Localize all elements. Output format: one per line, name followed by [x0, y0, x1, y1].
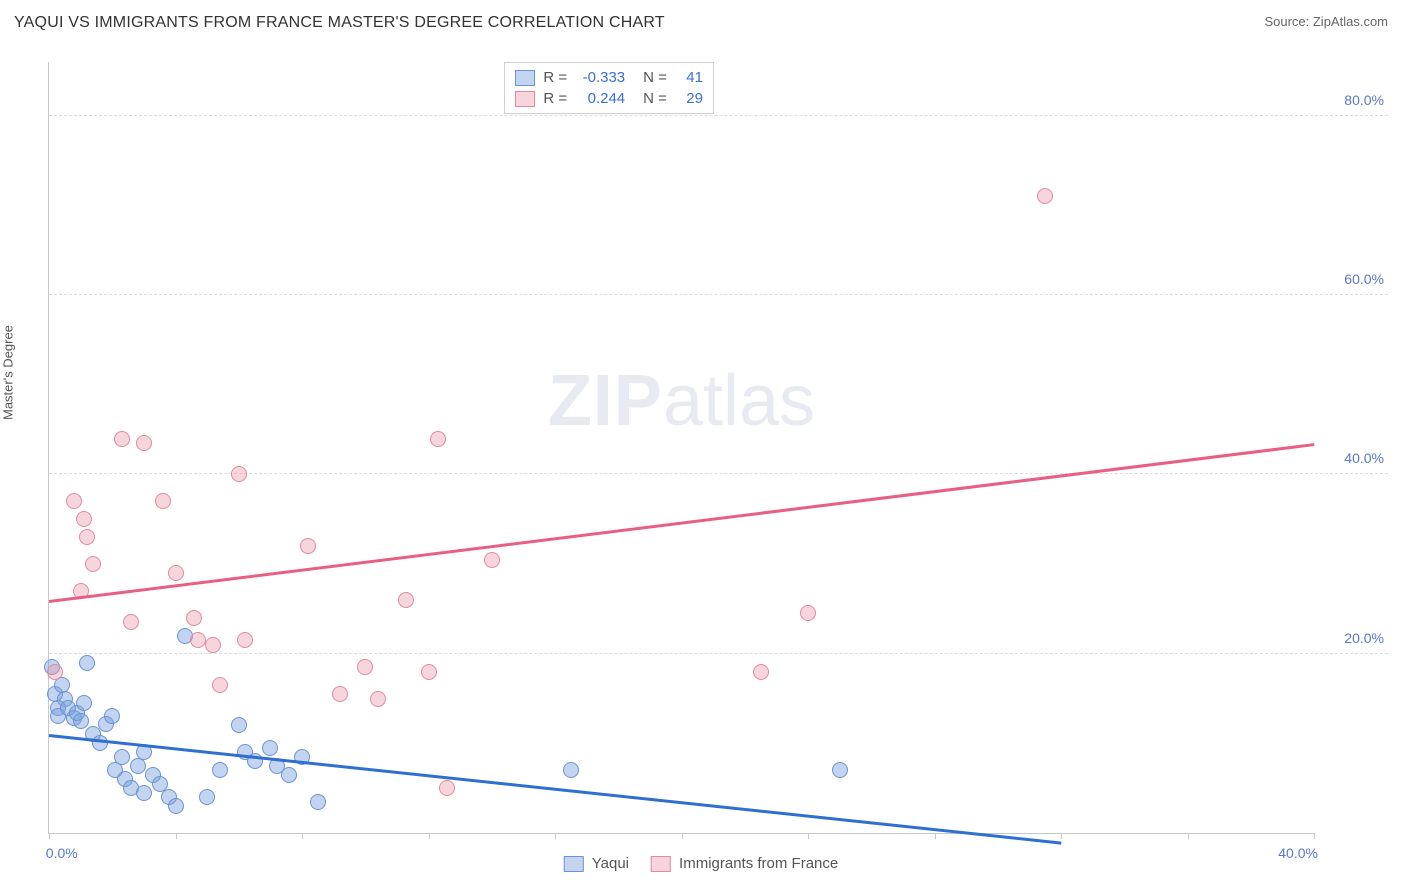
y-axis-label: Master's Degree [1, 325, 16, 420]
data-point [370, 691, 386, 707]
legend-stats-row: R = 0.244 N = 29 [515, 88, 703, 109]
x-tick [302, 833, 303, 839]
data-point [212, 677, 228, 693]
stat-r-label: R = [543, 90, 567, 107]
gridline-h [49, 473, 1388, 474]
data-point [114, 431, 130, 447]
plot-area: ZIPatlas R =-0.333N =41R = 0.244N =29 20… [48, 62, 1314, 834]
data-point [753, 664, 769, 680]
legend-item: Yaqui [564, 855, 629, 872]
data-point [310, 794, 326, 810]
legend-item: Immigrants from France [651, 855, 838, 872]
data-point [281, 767, 297, 783]
data-point [563, 762, 579, 778]
data-point [136, 785, 152, 801]
data-point [357, 659, 373, 675]
chart-title: YAQUI VS IMMIGRANTS FROM FRANCE MASTER'S… [14, 14, 665, 32]
stat-r-label: R = [543, 69, 567, 86]
legend-swatch [515, 70, 535, 86]
legend-swatch [515, 91, 535, 107]
y-tick-label: 40.0% [1344, 450, 1384, 466]
watermark: ZIPatlas [548, 360, 815, 442]
trend-line [49, 734, 1061, 844]
legend-label: Immigrants from France [679, 855, 838, 872]
x-tick [1061, 833, 1062, 839]
data-point [79, 655, 95, 671]
data-point [1037, 188, 1053, 204]
x-tick [1314, 833, 1315, 839]
data-point [832, 762, 848, 778]
data-point [262, 740, 278, 756]
correlation-legend: R = -0.333 N = 41 R = 0.244 N = 29 [504, 62, 714, 114]
data-point [398, 592, 414, 608]
data-point [66, 493, 82, 509]
data-point [332, 686, 348, 702]
data-point [73, 713, 89, 729]
gridline-h [49, 653, 1388, 654]
x-tick-label: 0.0% [46, 845, 78, 861]
data-point [484, 552, 500, 568]
data-point [190, 632, 206, 648]
x-tick-label: 40.0% [1278, 845, 1318, 861]
data-point [76, 695, 92, 711]
legend-label: Yaqui [592, 855, 629, 872]
series-legend: Yaqui Immigrants from France [564, 855, 838, 872]
stat-n-label: N = [643, 90, 667, 107]
data-point [430, 431, 446, 447]
y-tick-label: 20.0% [1344, 630, 1384, 646]
data-point [439, 780, 455, 796]
legend-stats-row: R = -0.333 N = 41 [515, 67, 703, 88]
data-point [155, 493, 171, 509]
x-tick [1188, 833, 1189, 839]
data-point [300, 538, 316, 554]
gridline-h [49, 294, 1388, 295]
data-point [168, 565, 184, 581]
data-point [123, 614, 139, 630]
legend-swatch [651, 856, 671, 872]
data-point [168, 798, 184, 814]
data-point [79, 529, 95, 545]
y-tick-label: 60.0% [1344, 271, 1384, 287]
stat-n-value: 29 [675, 90, 703, 107]
stat-r-value: -0.333 [575, 69, 625, 86]
x-tick [555, 833, 556, 839]
data-point [104, 708, 120, 724]
data-point [85, 556, 101, 572]
data-point [231, 717, 247, 733]
y-tick-label: 80.0% [1344, 92, 1384, 108]
x-tick [49, 833, 50, 839]
data-point [231, 466, 247, 482]
data-point [205, 637, 221, 653]
chart-header: YAQUI VS IMMIGRANTS FROM FRANCE MASTER'S… [0, 0, 1406, 40]
data-point [800, 605, 816, 621]
legend-swatch [564, 856, 584, 872]
x-tick [682, 833, 683, 839]
data-point [136, 435, 152, 451]
data-point [421, 664, 437, 680]
data-point [76, 511, 92, 527]
chart-container: Master's Degree ZIPatlas R =-0.333N =41R… [14, 46, 1388, 874]
data-point [237, 632, 253, 648]
x-tick [176, 833, 177, 839]
stat-n-value: 41 [675, 69, 703, 86]
data-point [47, 664, 63, 680]
stat-n-label: N = [643, 69, 667, 86]
source-attribution: Source: ZipAtlas.com [1264, 14, 1388, 29]
data-point [186, 610, 202, 626]
data-point [92, 735, 108, 751]
gridline-h [49, 115, 1388, 116]
data-point [114, 749, 130, 765]
x-tick [808, 833, 809, 839]
x-tick [935, 833, 936, 839]
data-point [199, 789, 215, 805]
stat-r-value: 0.244 [575, 90, 625, 107]
x-tick [429, 833, 430, 839]
data-point [212, 762, 228, 778]
